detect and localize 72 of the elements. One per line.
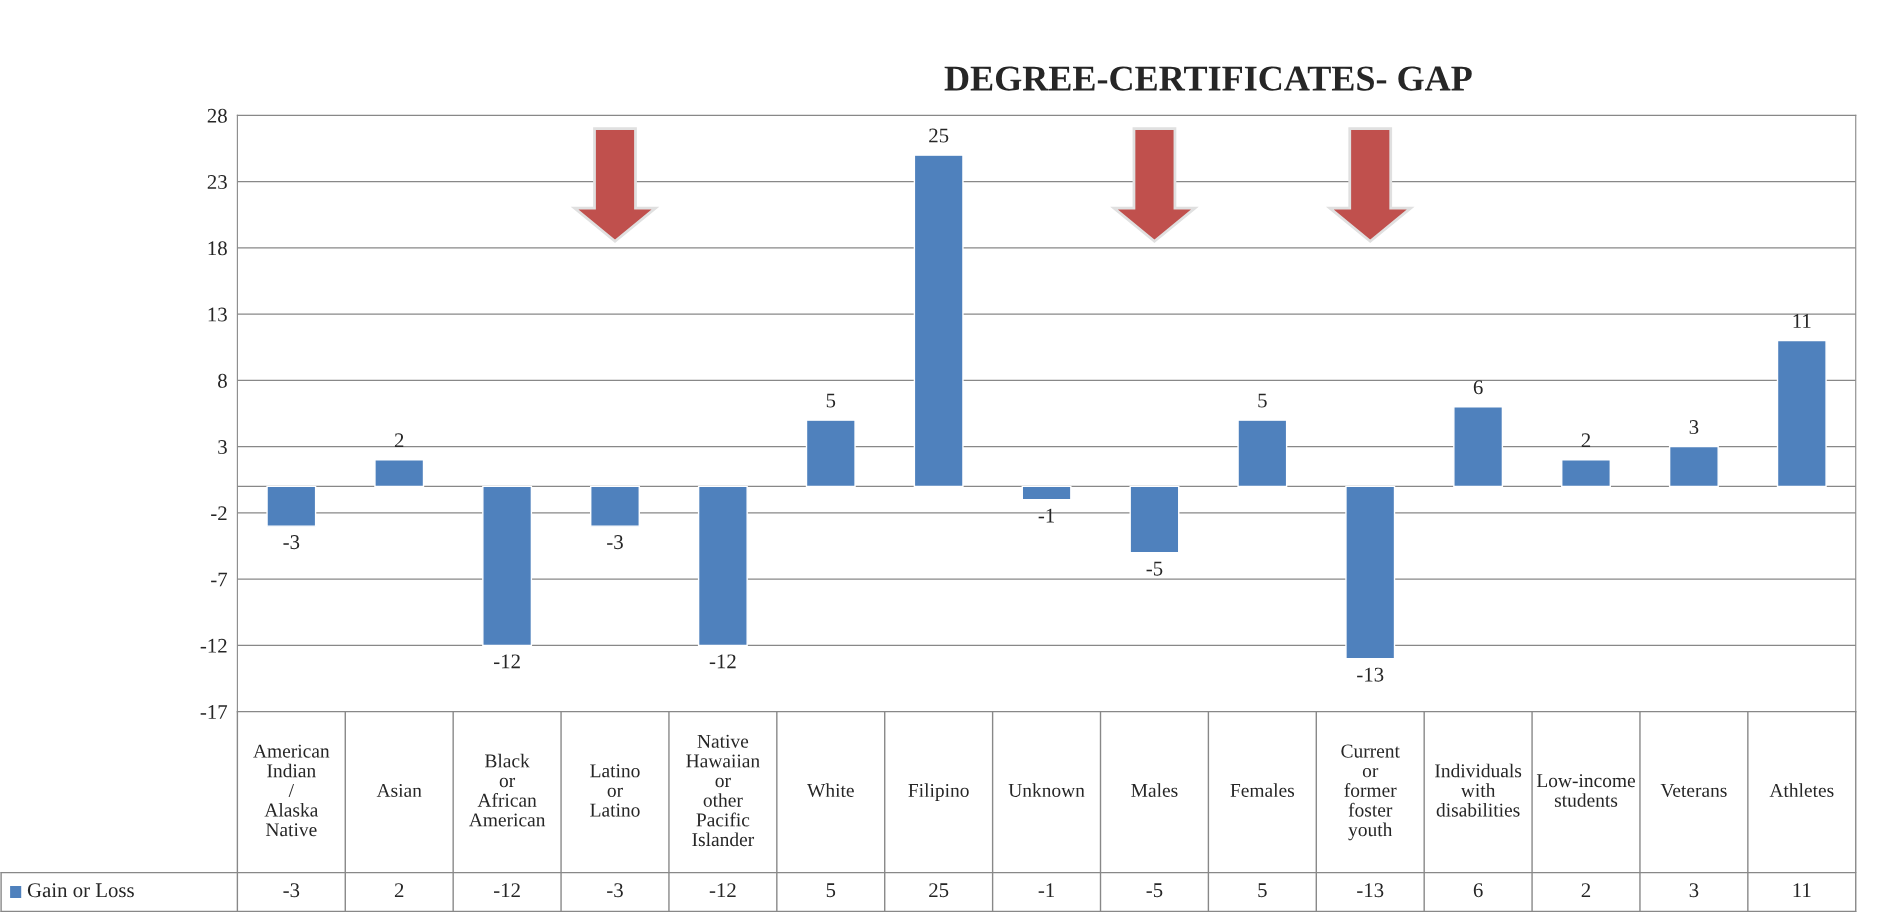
x-tick-label: Filipino bbox=[908, 783, 969, 801]
data-label: 11 bbox=[1793, 314, 1811, 328]
text: 5 bbox=[1258, 883, 1267, 898]
text: 6 bbox=[1473, 883, 1483, 898]
x-tick-label: Black or African American bbox=[468, 753, 546, 827]
bar bbox=[374, 459, 425, 488]
text: 3 bbox=[1689, 883, 1699, 898]
x-tick-label: Native Hawaiian or other Pacific Islander bbox=[686, 734, 760, 847]
bar bbox=[1345, 485, 1396, 660]
data-label: 6 bbox=[1473, 380, 1483, 395]
y-tick-label: 3 bbox=[218, 440, 227, 455]
y-tick-label: 13 bbox=[208, 307, 227, 322]
data-label: 5 bbox=[826, 393, 836, 408]
x-tick-label: White bbox=[807, 783, 854, 798]
y-tick-label: -2 bbox=[211, 506, 227, 521]
bar bbox=[1776, 339, 1827, 488]
text: -3 bbox=[283, 883, 300, 898]
data-label: -5 bbox=[1146, 561, 1163, 576]
data-label: -3 bbox=[607, 535, 623, 550]
x-tick-label: American Indian / Alaska Native bbox=[253, 744, 330, 837]
x-tick-label: Asian bbox=[376, 783, 422, 797]
chart-title: DEGREE-CERTIFICATES- GAP bbox=[944, 66, 1472, 91]
y-tick-label: 28 bbox=[207, 108, 227, 123]
data-label: -12 bbox=[494, 654, 520, 669]
data-label: -12 bbox=[709, 654, 736, 669]
y-tick-label: 18 bbox=[208, 241, 227, 256]
bar bbox=[1021, 485, 1072, 501]
x-tick-label: Low-income students bbox=[1536, 774, 1636, 807]
data-label: 2 bbox=[394, 433, 404, 448]
x-tick-label: Current or former foster youth bbox=[1341, 744, 1400, 841]
text: 2 bbox=[1581, 883, 1591, 898]
text: -1 bbox=[1038, 883, 1054, 898]
x-tick-label: Unknown bbox=[1008, 783, 1085, 797]
bar bbox=[1453, 406, 1504, 488]
x-tick-label: Individuals with disabilities bbox=[1435, 763, 1522, 817]
data-label: 2 bbox=[1581, 433, 1591, 448]
bar bbox=[1561, 459, 1611, 488]
text: -12 bbox=[709, 883, 736, 898]
y-tick-label: -17 bbox=[200, 705, 228, 719]
data-label: -3 bbox=[283, 535, 300, 550]
bar bbox=[266, 485, 317, 527]
y-tick-label: 8 bbox=[218, 373, 227, 388]
x-tick-label: Females bbox=[1230, 783, 1295, 797]
bar bbox=[805, 419, 856, 488]
x-tick-label: Latino or Latino bbox=[590, 764, 640, 817]
text: -5 bbox=[1146, 883, 1163, 898]
y-tick-label: -12 bbox=[200, 638, 227, 653]
text: 25 bbox=[929, 883, 949, 898]
text: 5 bbox=[826, 883, 836, 898]
text: 11 bbox=[1793, 883, 1811, 898]
bar bbox=[482, 485, 533, 647]
x-tick-label: Veterans bbox=[1660, 784, 1727, 798]
bar bbox=[697, 485, 748, 647]
legend-label: Gain or Loss bbox=[27, 883, 134, 898]
bar bbox=[913, 154, 964, 488]
x-tick-label: Males bbox=[1131, 783, 1178, 797]
y-tick-label: 23 bbox=[207, 175, 227, 190]
data-label: -13 bbox=[1357, 667, 1384, 682]
text: 2 bbox=[394, 883, 404, 898]
text: -12 bbox=[494, 883, 520, 898]
bar bbox=[1237, 419, 1288, 488]
text: -3 bbox=[607, 883, 623, 898]
x-tick-label: Athletes bbox=[1769, 783, 1834, 797]
y-tick-label: -7 bbox=[211, 572, 228, 587]
bar bbox=[1668, 445, 1719, 488]
text: -13 bbox=[1357, 883, 1384, 898]
data-label: 3 bbox=[1689, 420, 1699, 435]
data-label: 25 bbox=[929, 128, 949, 143]
bar bbox=[1129, 485, 1180, 554]
data-label: -1 bbox=[1038, 508, 1054, 523]
bar bbox=[590, 485, 640, 527]
data-label: 5 bbox=[1258, 393, 1267, 408]
